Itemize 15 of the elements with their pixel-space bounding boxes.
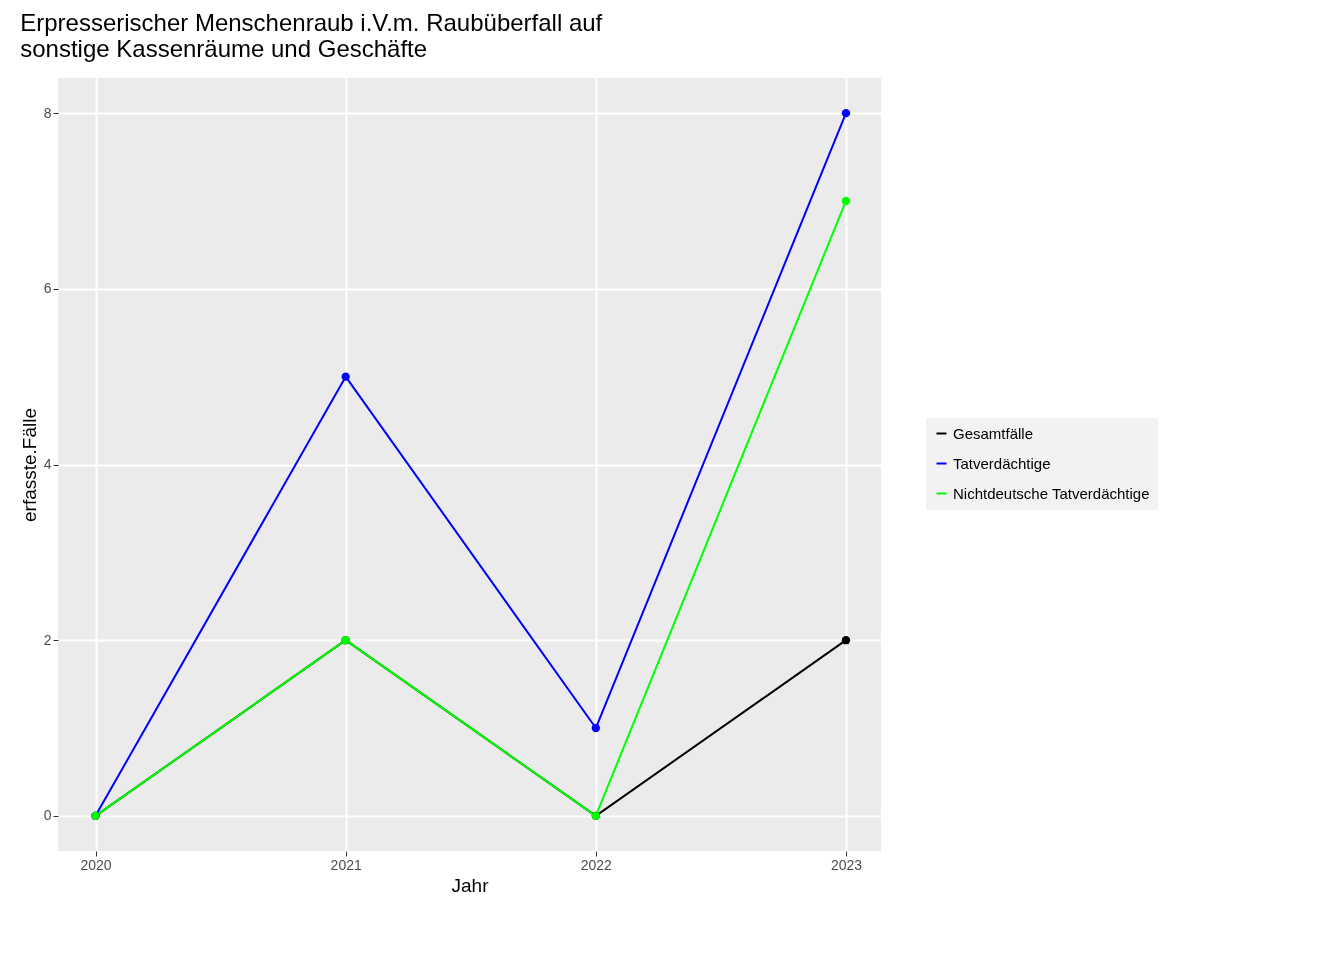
y-tick-label: 2	[43, 631, 52, 648]
legend-label: Tatverdächtige	[953, 454, 1051, 472]
y-tick-label: 0	[43, 807, 52, 824]
legend-label: Nichtdeutsche Tatverdächtige	[953, 484, 1150, 502]
legend-label: Gesamtfälle	[953, 424, 1034, 442]
x-axis-title: Jahr	[451, 874, 490, 896]
y-tick-label: 4	[43, 456, 52, 472]
y-tick-label: 8	[43, 104, 52, 121]
x-tick-label: 2022	[580, 856, 613, 873]
chart-title: Erpresserischer Menschenraub i.V.m. Raubüberfall auf sonstige Kassenräume und Geschäfte	[20, 9, 603, 62]
y-axis-title: erfasste.Fälle	[18, 407, 40, 523]
x-tick-label: 2023	[830, 856, 863, 873]
x-tick-label: 2020	[80, 856, 112, 873]
y-tick-label: 6	[43, 280, 52, 297]
x-tick-label: 2021	[330, 856, 362, 873]
